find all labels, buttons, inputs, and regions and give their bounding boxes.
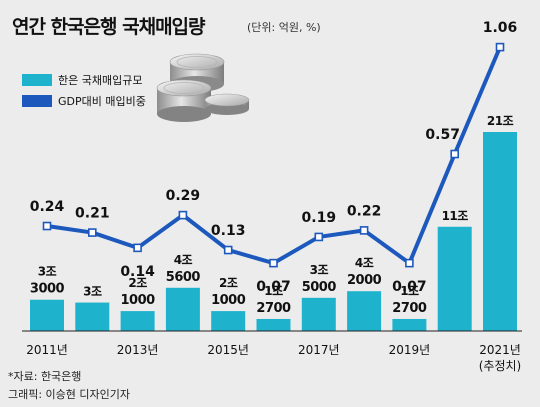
- bar-data-label-2017-1: 5000: [302, 280, 337, 295]
- bar-data-label-2013-1: 1000: [121, 293, 156, 308]
- line-point-2011: [42, 221, 52, 231]
- bar-data-label-2011-1: 3000: [30, 282, 65, 297]
- x-tick-label-2015: 2015년: [207, 343, 249, 357]
- coin-stack-front: [156, 79, 212, 122]
- bar-data-label-2021-0: 21조: [487, 114, 514, 128]
- bar-data-label-2020-0: 11조: [442, 209, 469, 223]
- legend-item-bar: 한은 국채매입규모: [22, 72, 143, 87]
- line-point-2014: [178, 210, 188, 220]
- line-data-label-2016: 0.07: [256, 279, 291, 295]
- bar-data-label-2018-1: 2000: [347, 273, 382, 288]
- line-data-label-2012: 0.21: [75, 206, 110, 222]
- bar-data-label-2013-0: 2조: [128, 276, 147, 290]
- bar-2017: [301, 297, 336, 331]
- legend-item-line: GDP대비 매입비중: [22, 93, 146, 108]
- bar-2011: [30, 299, 64, 331]
- bar-series: [30, 132, 517, 331]
- bar-2013: [120, 311, 155, 331]
- line-data-label-2018: 0.22: [347, 203, 382, 219]
- line-data-label-2019: 0.07: [392, 279, 427, 295]
- line-point-2021: [495, 42, 505, 52]
- x-tick-label-2013: 2013년: [117, 343, 159, 357]
- footer-credit: 그래픽: 이승현 디자인기자: [8, 388, 131, 401]
- bar-data-label-2016-0: 1조: [264, 284, 283, 298]
- bar-data-label-2015-0: 2조: [219, 276, 238, 290]
- line-data-label-2021: 1.06: [483, 20, 518, 36]
- bar-2012: [75, 302, 110, 331]
- bar-data-label-2014-1: 5600: [166, 270, 201, 285]
- bar-2020: [437, 226, 472, 331]
- line-point-2017: [314, 232, 324, 242]
- bar-data-label-2019-1: 2700: [392, 301, 427, 316]
- legend-swatch-bar: [22, 74, 52, 86]
- chart-title: 연간 한국은행 국채매입량: [12, 16, 206, 38]
- bar-2016: [256, 318, 291, 331]
- bar-2015: [211, 311, 246, 331]
- line-point-2019: [405, 258, 414, 268]
- bar-data-label-2017-0: 3조: [310, 263, 329, 277]
- bar-2019: [392, 318, 427, 331]
- line-series: 0.24 0.21 0.14 0.29 0.13 0.07 0.19 0.22 0.07 0.57…: [30, 20, 518, 295]
- bar-data-label-2012-0: 3조: [83, 285, 102, 299]
- line-data-label-2020: 0.57: [425, 127, 460, 143]
- legend-swatch-line: [22, 95, 52, 107]
- line-data-label-2013: 0.14: [120, 264, 155, 280]
- x-tick-label-2021: 2021년: [479, 343, 521, 357]
- line-point-2012: [88, 228, 97, 237]
- line-point-2013: [133, 243, 142, 253]
- x-tick-label-2017: 2017년: [298, 343, 340, 357]
- line-point-2015: [223, 245, 233, 255]
- unit-note: (단위: 억원, %): [247, 21, 321, 34]
- bar-data-label-2015-1: 1000: [211, 293, 246, 308]
- bar-data-label-2011-0: 3조: [38, 265, 57, 279]
- bar-2018: [347, 291, 382, 331]
- line-data-label-2011: 0.24: [30, 199, 65, 215]
- bar-2014: [165, 287, 200, 331]
- bar-labels: 3조 3000 3조 2조 1000 4조 5600 2조 1000 1조 2700 3조 5000 4조…: [30, 114, 514, 316]
- x-axis-ticks: 2011년 2013년 2015년 2017년 2019년 2021년 (추정치): [26, 343, 521, 373]
- line-data-label-2014: 0.29: [166, 188, 201, 204]
- x-tick-label-2019: 2019년: [389, 343, 431, 357]
- bar-2021: [483, 132, 517, 331]
- coin-stack-illustration: [156, 53, 250, 122]
- bar-data-label-2016-1: 2700: [256, 301, 291, 316]
- legend-label-line: GDP대비 매입비중: [58, 95, 146, 108]
- x-tick-sublabel-2021: (추정치): [479, 359, 521, 373]
- legend-label-bar: 한은 국채매입규모: [58, 74, 143, 87]
- line-path: [46, 46, 502, 266]
- bar-data-label-2019-0: 1조: [400, 284, 419, 298]
- line-data-label-2017: 0.19: [302, 210, 337, 226]
- bar-data-label-2014-0: 4조: [174, 253, 193, 267]
- line-point-2016: [269, 258, 278, 268]
- coin-single: [204, 93, 250, 115]
- footer-source: *자료: 한국은행: [8, 370, 82, 383]
- x-tick-label-2011: 2011년: [26, 343, 68, 357]
- line-point-2020: [450, 149, 460, 159]
- line-data-label-2015: 0.13: [211, 223, 246, 239]
- bar-data-label-2018-0: 4조: [355, 256, 374, 270]
- line-point-2018: [359, 226, 369, 235]
